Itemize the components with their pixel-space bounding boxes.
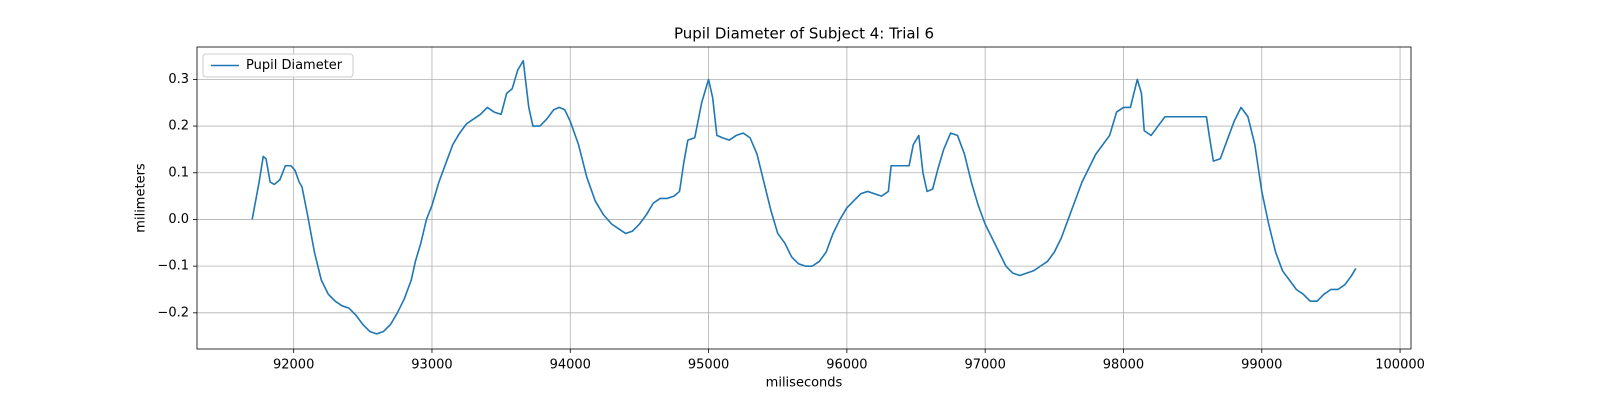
legend-label: Pupil Diameter: [246, 58, 343, 73]
x-tick-label: 97000: [964, 358, 1005, 373]
x-tick-label: 98000: [1103, 358, 1144, 373]
x-tick-label: 100000: [1375, 358, 1425, 373]
y-tick-label: 0.0: [168, 212, 189, 227]
y-tick-label: −0.2: [157, 305, 189, 320]
plot-frame: [196, 46, 1412, 350]
chart-title: Pupil Diameter of Subject 4: Trial 6: [674, 25, 934, 43]
y-axis-label: milimeters: [134, 163, 149, 233]
x-tick-label: 96000: [826, 358, 867, 373]
x-tick-label: 99000: [1241, 358, 1282, 373]
x-tick-label: 95000: [688, 358, 729, 373]
legend-box: [202, 53, 354, 78]
x-tick-label: 94000: [550, 358, 591, 373]
y-tick-label: 0.1: [168, 165, 189, 180]
y-tick-label: 0.3: [168, 72, 189, 87]
y-tick-label: 0.2: [168, 119, 189, 134]
x-tick-label: 92000: [273, 358, 314, 373]
x-axis-label: miliseconds: [766, 376, 843, 391]
y-tick-label: −0.1: [157, 259, 189, 274]
data-line: [251, 59, 1357, 335]
x-tick-label: 93000: [411, 358, 452, 373]
